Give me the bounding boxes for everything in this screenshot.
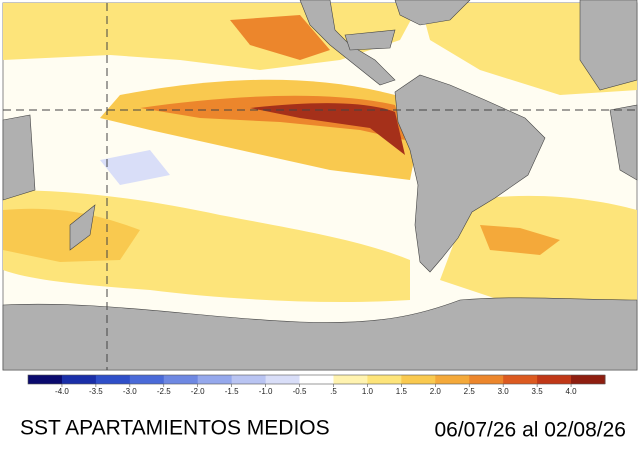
anomaly-north-spot bbox=[230, 15, 330, 60]
anomaly-peak bbox=[250, 103, 405, 155]
colorbar-label: -2.0 bbox=[191, 387, 205, 396]
colorbar-frame bbox=[27, 374, 606, 385]
colorbar-label: -4.0 bbox=[55, 387, 69, 396]
colorbar-label: 1.0 bbox=[362, 387, 374, 396]
anomaly-cool-spot bbox=[100, 150, 170, 185]
map-title: SST APARTAMIENTOS MEDIOS bbox=[20, 417, 330, 440]
colorbar-label: 2.5 bbox=[464, 387, 476, 396]
colorbar-label: -3.5 bbox=[89, 387, 103, 396]
colorbar-label: .5 bbox=[330, 387, 337, 396]
anomaly-south bbox=[3, 190, 410, 302]
colorbar-segment bbox=[61, 375, 97, 384]
colorbar: -4.0 -3.5 -3.0 -2.5 -2.0 -1.5 -1.0 -0.5 .5 1.0 1.5… bbox=[27, 374, 606, 396]
colorbar-segment bbox=[95, 375, 131, 384]
colorbar-segment bbox=[401, 375, 436, 384]
colorbar-segment bbox=[503, 375, 538, 384]
caribbean bbox=[344, 29, 396, 51]
colorbar-label: 3.5 bbox=[532, 387, 544, 396]
colorbar-segment bbox=[571, 375, 606, 384]
colorbar-segment bbox=[163, 375, 199, 384]
colorbar-segment bbox=[469, 375, 504, 384]
colorbar-segment bbox=[367, 375, 402, 384]
africa bbox=[609, 104, 638, 181]
colorbar-label: 1.5 bbox=[396, 387, 408, 396]
antarctica bbox=[2, 297, 638, 371]
colorbar-label: 3.0 bbox=[498, 387, 510, 396]
colorbar-segment bbox=[435, 375, 470, 384]
colorbar-segment bbox=[265, 375, 301, 384]
colorbar-label: 4.0 bbox=[565, 387, 577, 396]
colorbar-segment bbox=[299, 375, 334, 384]
colorbar-segment bbox=[28, 375, 63, 384]
colorbar-segment bbox=[333, 375, 368, 384]
colorbar-segment bbox=[231, 375, 267, 384]
new-zealand bbox=[69, 204, 96, 251]
colorbar-label: -1.0 bbox=[259, 387, 273, 396]
north-america bbox=[394, 0, 471, 26]
colorbar-segment bbox=[197, 375, 233, 384]
anomaly-atlantic-spot bbox=[480, 225, 560, 255]
colorbar-label: 2.0 bbox=[430, 387, 442, 396]
colorbar-label: -2.5 bbox=[157, 387, 171, 396]
map bbox=[2, 0, 638, 371]
colorbar-segment bbox=[129, 375, 165, 384]
europe bbox=[579, 0, 638, 91]
south-america bbox=[394, 74, 546, 273]
colorbar-label: -3.0 bbox=[123, 387, 137, 396]
colorbar-label: -0.5 bbox=[293, 387, 307, 396]
date-range: 06/07/26 al 02/08/26 bbox=[434, 419, 626, 442]
colorbar-label: -1.5 bbox=[225, 387, 239, 396]
australia bbox=[2, 114, 36, 201]
colorbar-segment bbox=[537, 375, 572, 384]
